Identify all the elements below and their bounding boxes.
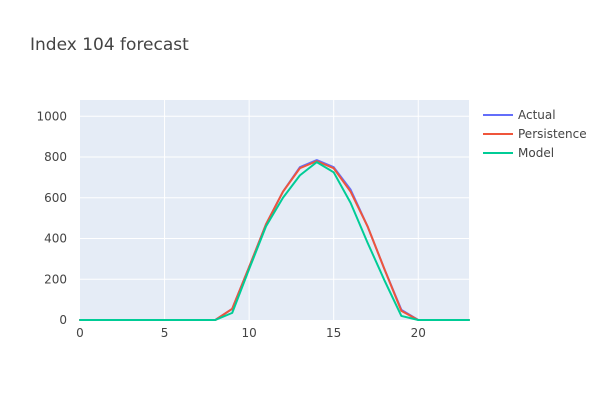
y-axis-ticks: 0 200 400 600 800 1000 (36, 109, 67, 327)
y-tick-label: 400 (44, 232, 67, 246)
y-tick-label: 200 (44, 272, 67, 286)
y-tick-label: 800 (44, 150, 67, 164)
legend-label-model[interactable]: Model (518, 146, 554, 160)
series-line-model (79, 161, 470, 321)
legend: Actual Persistence Model (483, 108, 587, 160)
y-tick-label: 1000 (36, 109, 67, 123)
chart-title: Index 104 forecast (30, 35, 189, 55)
x-tick-label: 20 (411, 326, 426, 340)
x-tick-label: 5 (161, 326, 169, 340)
x-tick-label: 15 (326, 326, 341, 340)
x-axis-ticks: 0 5 10 15 20 (76, 326, 426, 340)
y-tick-label: 0 (59, 313, 67, 327)
grid-layer (80, 100, 469, 320)
x-tick-label: 10 (241, 326, 256, 340)
legend-label-actual[interactable]: Actual (518, 108, 556, 122)
y-tick-label: 600 (44, 191, 67, 205)
series-layer (79, 159, 470, 321)
x-tick-label: 0 (76, 326, 84, 340)
legend-label-persistence[interactable]: Persistence (518, 127, 587, 141)
